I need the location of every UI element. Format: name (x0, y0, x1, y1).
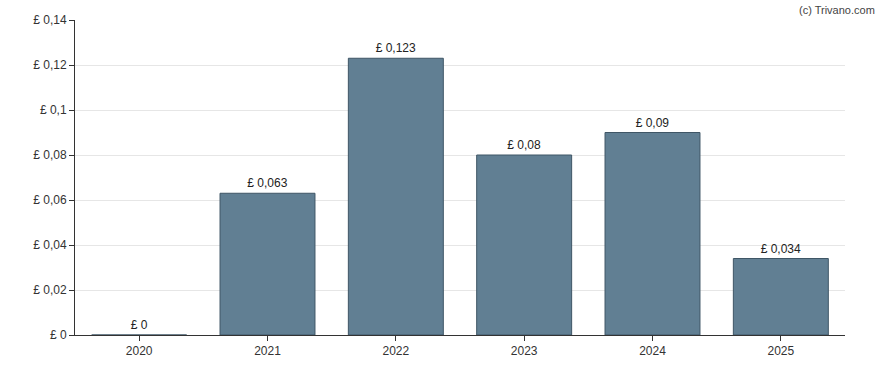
svg-text:£ 0,08: £ 0,08 (33, 148, 67, 162)
svg-text:£ 0,08: £ 0,08 (507, 138, 541, 152)
svg-text:£ 0,063: £ 0,063 (247, 176, 287, 190)
svg-text:2021: 2021 (254, 344, 281, 358)
svg-text:£ 0: £ 0 (50, 328, 67, 342)
svg-text:£ 0,02: £ 0,02 (33, 283, 67, 297)
svg-text:2022: 2022 (382, 344, 409, 358)
svg-text:£ 0,06: £ 0,06 (33, 193, 67, 207)
svg-text:£ 0,14: £ 0,14 (33, 13, 67, 27)
svg-text:2025: 2025 (767, 344, 794, 358)
svg-text:2020: 2020 (126, 344, 153, 358)
svg-text:2024: 2024 (639, 344, 666, 358)
svg-text:(c) Trivano.com: (c) Trivano.com (799, 4, 875, 16)
svg-text:£ 0: £ 0 (131, 318, 148, 332)
svg-text:£ 0,09: £ 0,09 (636, 116, 670, 130)
svg-text:2023: 2023 (511, 344, 538, 358)
svg-text:£ 0,123: £ 0,123 (376, 41, 416, 55)
svg-text:£ 0,12: £ 0,12 (33, 58, 67, 72)
svg-text:£ 0,034: £ 0,034 (761, 242, 801, 256)
svg-text:£ 0,04: £ 0,04 (33, 238, 67, 252)
svg-text:£ 0,1: £ 0,1 (40, 103, 67, 117)
